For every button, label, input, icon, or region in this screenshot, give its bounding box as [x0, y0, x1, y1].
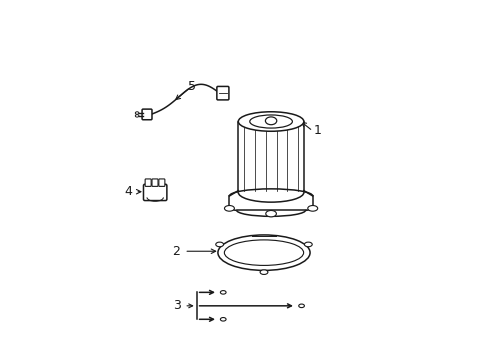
FancyBboxPatch shape	[145, 179, 151, 186]
Ellipse shape	[135, 114, 139, 117]
FancyBboxPatch shape	[216, 86, 228, 100]
Text: 4: 4	[123, 185, 132, 198]
Ellipse shape	[218, 235, 309, 270]
Ellipse shape	[249, 115, 292, 128]
Ellipse shape	[215, 242, 223, 247]
Ellipse shape	[224, 240, 303, 265]
Ellipse shape	[238, 112, 303, 131]
FancyBboxPatch shape	[159, 179, 164, 186]
FancyBboxPatch shape	[143, 184, 166, 201]
Ellipse shape	[220, 318, 225, 321]
FancyBboxPatch shape	[142, 109, 152, 120]
Ellipse shape	[260, 270, 267, 274]
Ellipse shape	[298, 304, 304, 307]
Ellipse shape	[265, 117, 276, 125]
Ellipse shape	[135, 112, 139, 114]
Text: 1: 1	[313, 124, 321, 137]
Ellipse shape	[265, 211, 276, 217]
Ellipse shape	[220, 291, 225, 294]
FancyBboxPatch shape	[152, 179, 158, 186]
Ellipse shape	[304, 242, 311, 247]
Text: 2: 2	[172, 245, 180, 258]
Text: 3: 3	[172, 299, 181, 312]
Ellipse shape	[307, 206, 317, 211]
Text: 5: 5	[187, 80, 195, 93]
Ellipse shape	[224, 206, 234, 211]
